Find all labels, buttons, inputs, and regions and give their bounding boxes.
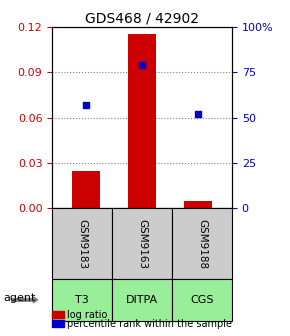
Point xyxy=(84,102,88,108)
Title: GDS468 / 42902: GDS468 / 42902 xyxy=(85,12,199,26)
Text: DITPA: DITPA xyxy=(126,295,158,305)
Text: log ratio: log ratio xyxy=(67,310,107,320)
Text: CGS: CGS xyxy=(190,295,214,305)
Point xyxy=(140,62,144,68)
Text: T3: T3 xyxy=(75,295,89,305)
Point xyxy=(196,111,201,117)
Text: percentile rank within the sample: percentile rank within the sample xyxy=(67,319,232,329)
Text: GSM9188: GSM9188 xyxy=(197,218,207,269)
Text: agent: agent xyxy=(3,293,35,303)
Text: GSM9183: GSM9183 xyxy=(77,218,87,269)
Text: GSM9163: GSM9163 xyxy=(137,218,147,269)
Bar xyxy=(128,35,156,208)
Bar xyxy=(72,170,100,208)
Bar xyxy=(184,201,212,208)
